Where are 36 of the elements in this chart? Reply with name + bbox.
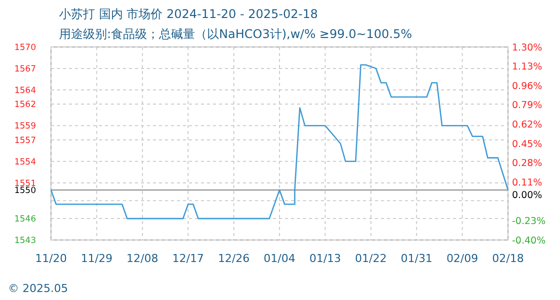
x-tick-label: 01/22 [355,252,387,265]
y2-tick-label: 0.79% [512,100,542,112]
y-tick-label: 1562 [14,100,36,110]
chart-subtitle: 用途级别:食品级；总碱量（以NaHCO3计),w/% ≥99.0~100.5% [59,27,412,41]
y-tick-label: 1564 [14,86,36,96]
y2-tick-label: 0.45% [512,138,542,150]
y2-tick-label: -0.40% [512,235,546,246]
text: © 2025.05 [8,282,68,295]
x-tick-label: 01/04 [264,252,296,265]
y2-tick-label: 0.11% [512,177,542,188]
x-tick-label: 11/29 [80,252,113,265]
y-tick-label: 1550 [14,186,36,196]
y-tick-label: 1554 [14,157,36,168]
y2-tick-label: -0.23% [512,216,546,228]
x-tick-label: 02/18 [492,252,524,265]
x-tick-label: 12/08 [126,252,158,265]
y-tick-label: 1559 [14,122,36,132]
y-tick-label: 1570 [14,42,36,53]
x-tick-label: 02/09 [446,252,478,265]
y2-tick-label: 0.00% [512,190,542,201]
line-series [50,64,509,220]
chart-title: 小苏打 国内 市场价 2024-11-20 - 2025-02-18 [59,7,318,21]
x-tick-label: 12/26 [218,252,250,265]
x-tick-label: 01/31 [400,252,432,265]
y2-tick-label: 0.28% [512,158,542,170]
y-tick-label: 1557 [14,136,36,146]
y2-tick-label: 0.62% [512,120,542,131]
x-tick-label: 11/20 [35,252,67,265]
y2-tick-label: 1.30% [512,42,542,54]
y-tick-label: 1543 [14,236,36,246]
y2-tick-label: 1.13% [512,62,542,73]
y2-tick-label: 0.96% [512,80,542,92]
x-tick-label: 01/13 [309,252,342,265]
y-tick-label: 1546 [14,214,36,225]
x-tick-label: 12/17 [172,252,204,265]
y-tick-label: 1567 [14,64,36,74]
